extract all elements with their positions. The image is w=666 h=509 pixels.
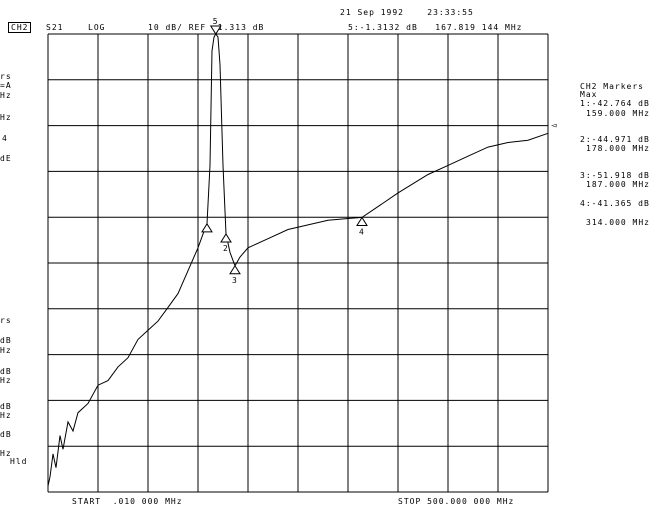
left-fragment: rs bbox=[0, 316, 12, 325]
left-fragment: rs bbox=[0, 72, 12, 81]
left-fragment: Hz bbox=[0, 346, 12, 355]
left-fragment: =A bbox=[0, 81, 12, 90]
marker-readout-value: 2:-44.971 dB bbox=[580, 135, 650, 144]
marker-readout-freq: 187.000 MHz bbox=[586, 180, 650, 189]
format: LOG bbox=[88, 23, 106, 32]
left-fragment: dB bbox=[0, 367, 12, 376]
marker-readout-value: 1:-42.764 dB bbox=[580, 99, 650, 108]
markers-panel-title: CH2 Markers bbox=[580, 82, 644, 91]
parameter: S21 bbox=[46, 23, 64, 32]
left-fragment: Hz bbox=[0, 411, 12, 420]
left-fragment: dE bbox=[0, 154, 12, 163]
marker-readout-freq: 314.000 MHz bbox=[586, 218, 650, 227]
stop-frequency: STOP 500.000 000 MHz bbox=[398, 497, 515, 506]
marker-triangle bbox=[209, 25, 222, 35]
marker-readout-value: 3:-51.918 dB bbox=[580, 171, 650, 180]
left-fragment: dB bbox=[0, 402, 12, 411]
active-marker-readout: 5:-1.3132 dB 167.819 144 MHz bbox=[348, 23, 523, 32]
marker-label: 3 bbox=[232, 276, 237, 285]
trace-line bbox=[47, 33, 549, 487]
scale: 10 dB/ REF -1.313 dB bbox=[148, 23, 265, 32]
channel-badge: CH2 bbox=[8, 22, 32, 33]
left-fragment: 4 bbox=[2, 134, 8, 143]
markers-panel-mode: Max bbox=[580, 90, 598, 99]
marker-triangle bbox=[220, 233, 232, 243]
left-fragment: dB bbox=[0, 336, 12, 345]
left-fragment: Hz bbox=[0, 113, 12, 122]
left-fragment: dB bbox=[0, 430, 12, 439]
marker-readout-value: 4:-41.365 dB bbox=[580, 199, 650, 208]
marker-readout-freq: 178.000 MHz bbox=[586, 144, 650, 153]
marker-triangle bbox=[201, 222, 213, 233]
left-fragment: Hz bbox=[0, 449, 12, 458]
marker-triangle bbox=[356, 216, 368, 226]
left-fragment: Hld bbox=[10, 457, 28, 466]
marker-label: 4 bbox=[359, 227, 364, 236]
marker-label: 2 bbox=[223, 244, 228, 253]
marker-triangle bbox=[229, 264, 241, 275]
left-fragment: Hz bbox=[0, 91, 12, 100]
reference-arrow-icon: ◅ bbox=[551, 121, 557, 131]
marker-label: 5 bbox=[213, 17, 218, 26]
marker-readout-freq: 159.000 MHz bbox=[586, 109, 650, 118]
left-fragment: Hz bbox=[0, 376, 12, 385]
graticule bbox=[47, 33, 549, 493]
trace-markers: 5 2 3 4 bbox=[201, 17, 368, 285]
start-frequency: START .010 000 MHz bbox=[72, 497, 183, 506]
datetime: 21 Sep 1992 23:33:55 bbox=[340, 8, 474, 17]
